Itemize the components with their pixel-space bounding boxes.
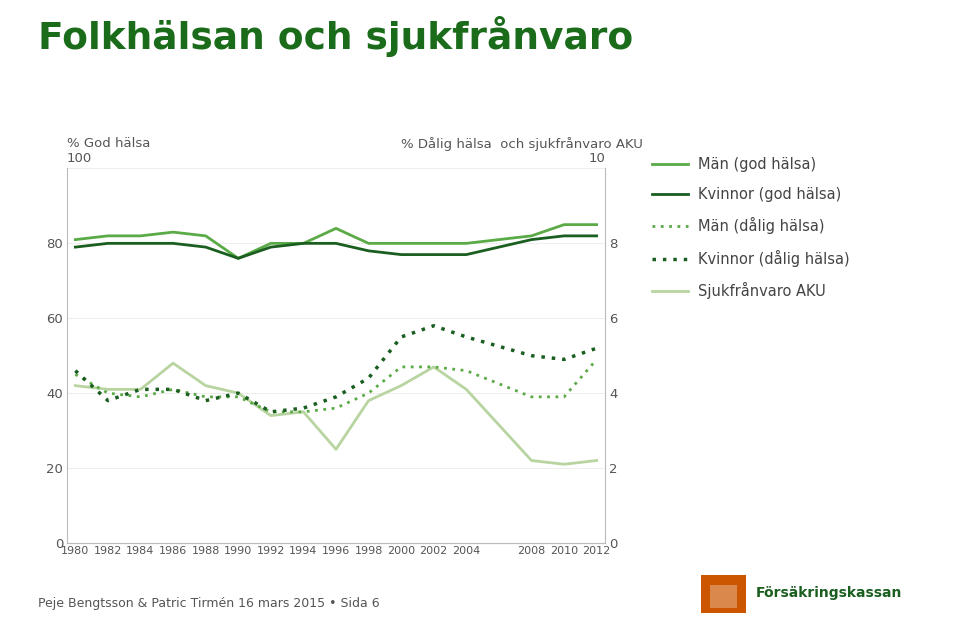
Text: Peje Bengtsson & Patric Tirmén 16 mars 2015 • Sida 6: Peje Bengtsson & Patric Tirmén 16 mars 2… <box>38 597 380 610</box>
Text: Försäkringskassan: Försäkringskassan <box>756 587 902 600</box>
Text: 100: 100 <box>66 152 92 165</box>
Text: % Dålig hälsa  och sjukfrånvaro AKU: % Dålig hälsa och sjukfrånvaro AKU <box>400 137 642 150</box>
Text: % God hälsa: % God hälsa <box>67 137 151 150</box>
Bar <box>709 585 737 608</box>
Text: Folkhälsan och sjukfrånvaro: Folkhälsan och sjukfrånvaro <box>38 16 634 57</box>
Text: 10: 10 <box>588 152 606 165</box>
Bar <box>701 575 746 613</box>
Legend: Män (god hälsa), Kvinnor (god hälsa), Män (dålig hälsa), Kvinnor (dålig hälsa), : Män (god hälsa), Kvinnor (god hälsa), Mä… <box>646 151 855 305</box>
